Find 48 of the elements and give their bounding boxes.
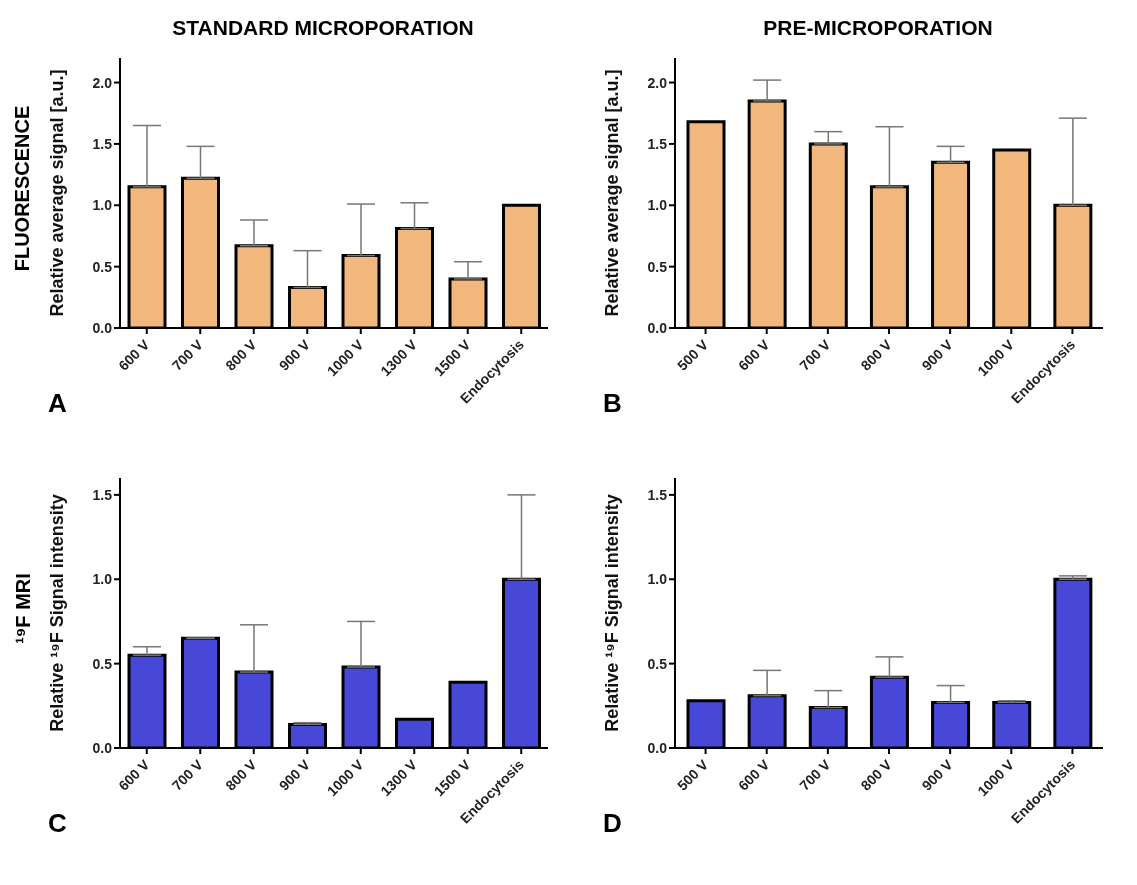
y-tick-label: 2.0 xyxy=(92,74,113,91)
y-tick-label: 0.0 xyxy=(92,319,113,336)
x-tick-label: 600 V xyxy=(735,755,773,794)
x-tick-label: 700 V xyxy=(168,335,207,374)
y-tick-label: 1.0 xyxy=(92,197,113,214)
text: B xyxy=(603,388,622,419)
x-tick-label: 800 V xyxy=(857,755,896,794)
x-tick-label: 500 V xyxy=(674,335,712,374)
y-tick-label: 1.0 xyxy=(92,571,113,588)
x-tick-label: 800 V xyxy=(222,335,260,374)
x-tick-label: 600 V xyxy=(115,755,153,794)
x-tick-label: 900 V xyxy=(918,755,957,794)
x-tick-label: 900 V xyxy=(275,755,314,794)
y-axis-title: Relative average signal [a.u.] xyxy=(602,69,622,317)
y-tick-label: 1.5 xyxy=(647,135,668,152)
text: A xyxy=(48,388,67,419)
y-tick-label: 0.0 xyxy=(92,739,113,756)
y-tick-label: 0.5 xyxy=(647,258,668,275)
x-tick-label: 600 V xyxy=(735,335,773,374)
x-tick-label: 700 V xyxy=(796,335,834,374)
text: FLUORESCENCE xyxy=(11,105,35,271)
y-tick-label: 1.0 xyxy=(647,197,668,214)
text: D xyxy=(603,808,622,839)
x-tick-label: 500 V xyxy=(674,755,712,794)
y-tick-label: 2.0 xyxy=(647,74,668,91)
text: C xyxy=(48,808,67,839)
x-tick-label: 800 V xyxy=(222,755,260,794)
y-tick-label: 1.5 xyxy=(647,486,668,503)
y-tick-label: 1.5 xyxy=(92,486,113,503)
y-tick-label: 1.5 xyxy=(92,135,113,152)
y-tick-label: 1.0 xyxy=(647,571,668,588)
y-tick-label: 0.5 xyxy=(92,655,113,672)
y-axis-title: Relative ¹⁹F Signal intensity xyxy=(47,494,67,732)
y-axis-title: Relative average signal [a.u.] xyxy=(47,69,67,317)
x-tick-label: 700 V xyxy=(796,755,834,794)
y-tick-label: 0.5 xyxy=(92,258,113,275)
chart-title: STANDARD MICROPORATION xyxy=(171,15,475,41)
x-tick-label: 700 V xyxy=(168,755,207,794)
x-tick-label: 900 V xyxy=(918,335,957,374)
x-tick-label: 800 V xyxy=(857,335,896,374)
text: ¹⁹F MRI xyxy=(11,572,35,644)
y-tick-label: 0.0 xyxy=(647,739,668,756)
y-tick-label: 0.0 xyxy=(647,319,668,336)
chart-title: PRE-MICROPORATION xyxy=(762,15,994,41)
y-tick-label: 0.5 xyxy=(647,655,668,672)
x-tick-label: 900 V xyxy=(275,335,314,374)
y-axis-title: Relative ¹⁹F Signal intensity xyxy=(602,494,622,732)
x-tick-label: 600 V xyxy=(115,335,153,374)
